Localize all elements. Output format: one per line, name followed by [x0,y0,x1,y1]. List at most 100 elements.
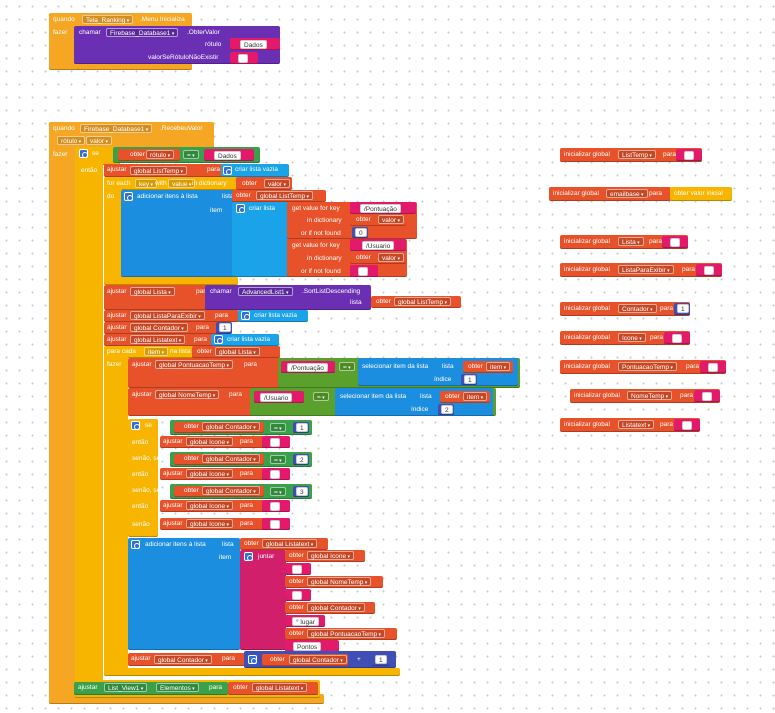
text-dados2-field[interactable]: Dados [214,151,241,160]
global-pt-value-field[interactable] [708,363,718,372]
var-listtemp-dropdown[interactable]: global ListTemp [130,166,188,175]
text-dados-field[interactable]: Dados [240,40,267,49]
text-icone4-field[interactable] [270,520,280,529]
text-icone3-field[interactable] [270,502,280,511]
global-lista-value-field[interactable] [670,238,680,247]
screen-component-dropdown[interactable]: Tela_Ranking [82,15,134,24]
eq4-dropdown[interactable]: = [270,423,286,432]
if-gear-icon[interactable] [79,149,88,158]
global-listatext-name[interactable]: Listatext [618,420,655,429]
global-listatext-value-field[interactable] [682,421,692,430]
join-text-blank2-field[interactable] [292,591,302,600]
text-empty-field[interactable] [238,54,248,63]
eq3-dropdown[interactable]: = [313,392,329,401]
number-inc-field[interactable]: 1 [375,655,387,664]
var-icone2-dropdown[interactable]: global Icone [186,469,233,478]
number-cmp3-field[interactable]: 3 [296,487,308,496]
get-valor-dropdown[interactable]: valor [264,179,290,188]
number-zero-field[interactable]: 0 [355,228,367,237]
create-empty2-gear-icon[interactable] [241,311,250,320]
create-empty3-gear-icon[interactable] [214,335,223,344]
create-empty-list-block[interactable] [221,164,289,177]
global-pt-name[interactable]: PontuacaoTemp [618,362,677,371]
if-contador-block[interactable] [128,419,158,537]
get-item-dropdown[interactable]: item [486,362,511,371]
global-icone-value-field[interactable] [672,334,682,343]
get-lista-dropdown[interactable]: global Lista [215,347,260,356]
global-contador-name[interactable]: Contador [618,304,657,313]
join-text-pontos-field[interactable]: Pontos [293,642,322,651]
text-usuario2-field[interactable]: /Usuario [260,393,293,402]
join-get-nometemp-dropdown[interactable]: global NomeTemp [307,577,372,586]
create-empty2-block[interactable] [238,310,308,322]
add-math-gear-icon[interactable] [248,655,257,664]
join-get-icone-dropdown[interactable]: global Icone [307,551,354,560]
text-icone1-field[interactable] [270,438,280,447]
add-items2-gear-icon[interactable] [131,540,140,549]
global-emailbase-name[interactable]: emailbase [606,189,648,198]
get-valor3-dropdown[interactable]: valor [378,253,404,262]
global-nometemp-value-field[interactable] [702,392,712,401]
global-contador-value-field[interactable]: 1 [677,304,689,313]
number-cmp2-field[interactable]: 2 [296,455,308,464]
join-block[interactable] [240,550,286,650]
param-valor[interactable]: valor [86,136,112,145]
global-lpe-value-field[interactable] [704,266,714,275]
get-listtemp2-dropdown[interactable]: global ListTemp [394,297,452,306]
db2-component-dropdown[interactable]: Firebase_Database1 [80,124,153,133]
var-listatext-dropdown[interactable]: global Listatext [130,335,186,344]
var-lpe-dropdown[interactable]: global ListaParaExibir [130,311,205,320]
var-pt-dropdown[interactable]: global PontuacaoTemp [155,360,234,369]
global-listtemp-value-field[interactable] [684,151,694,160]
global-lpe-name[interactable]: ListaParaExibir [618,265,674,274]
get-contador3-dropdown[interactable]: global Contador [202,486,260,495]
get-listatext2-dropdown[interactable]: global Listatext [252,683,308,692]
text-pontuacao-field[interactable]: /Pontuação [360,204,401,213]
join-text-lugar-field[interactable]: ° lugar [292,617,319,626]
global-listtemp-name[interactable]: ListTemp [618,150,656,159]
number-two-field[interactable]: 2 [441,405,453,414]
add-items-gear-icon[interactable] [124,192,133,201]
global-nometemp-name[interactable]: NomeTemp [627,391,673,400]
add-items-listatext-block[interactable] [128,538,240,650]
elementos-dropdown[interactable]: Elementos [156,683,199,692]
join-get-pontuacaotemp-dropdown[interactable]: global PontuacaoTemp [307,629,386,638]
get-listatext-dropdown[interactable]: global Listatext [262,539,318,548]
text-empty2-field[interactable] [358,267,368,276]
create-empty3-block[interactable] [211,334,279,346]
var-lista-dropdown[interactable]: global Lista [130,287,175,296]
var-nt-dropdown[interactable]: global NomeTemp [155,390,220,399]
create-list-gear-icon[interactable] [236,204,245,213]
text-usuario-field[interactable]: /Usuario [362,241,395,250]
get-item2-dropdown[interactable]: item [463,392,488,401]
listview-dropdown[interactable]: List_View1 [104,683,148,692]
eq6-dropdown[interactable]: = [270,487,286,496]
get-valor2-dropdown[interactable]: valor [378,215,404,224]
item-var[interactable]: item [144,347,169,356]
text-icone2-field[interactable] [270,470,280,479]
global-lista-name[interactable]: Lista [618,237,644,246]
join-gear-icon[interactable] [244,552,253,561]
value-var[interactable]: value [168,179,196,188]
eq5-dropdown[interactable]: = [270,455,286,464]
advlist-dropdown[interactable]: AdvancedList1 [238,287,293,296]
param-rotulo[interactable]: rótulo [57,136,86,145]
var-icone4-dropdown[interactable]: global Icone [186,519,233,528]
global-icone-name[interactable]: Icone [618,333,646,342]
if-contador-gear-icon[interactable] [131,421,140,430]
list-gear-icon[interactable] [223,166,232,175]
join-get-contador-dropdown[interactable]: global Contador [307,603,365,612]
eq2-dropdown[interactable]: = [339,362,355,371]
var-inc-dropdown[interactable]: global Contador [154,655,212,664]
get-contador1-dropdown[interactable]: global Contador [202,422,260,431]
number-one2-field[interactable]: 1 [464,375,476,384]
key-var[interactable]: key [135,179,158,188]
get-rotulo-dropdown[interactable]: rótulo [146,150,175,159]
number-cmp1-field[interactable]: 1 [296,423,308,432]
get-start-value-block[interactable] [670,187,732,201]
number-one-field[interactable]: 1 [219,323,231,332]
text-pontuacao2-field[interactable]: /Pontuação [287,363,328,372]
get-contador2-dropdown[interactable]: global Contador [202,454,260,463]
db-component-dropdown[interactable]: Firebase_Database1 [106,28,179,37]
join-text-blank1-field[interactable] [292,565,302,574]
